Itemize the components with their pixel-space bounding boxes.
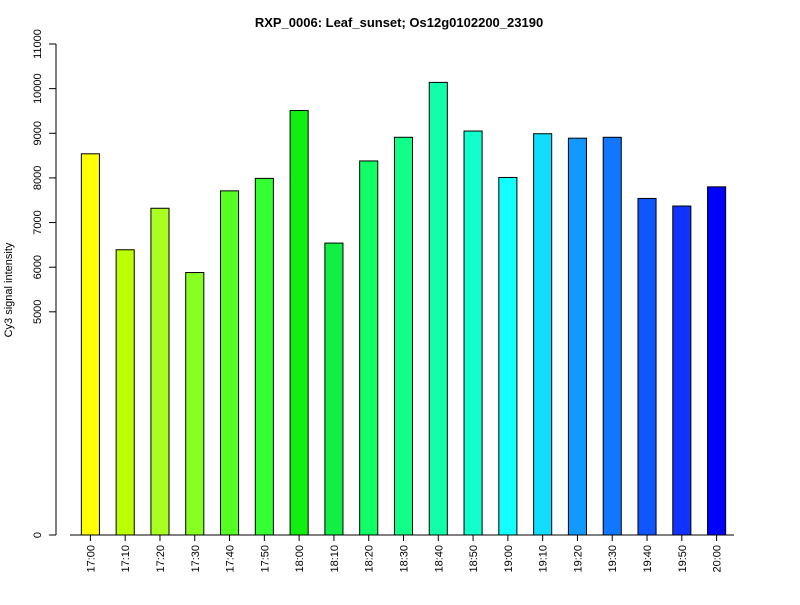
x-axis: 17:00 17:10 17:20 17:30 17:40 17:50 18:00 18:10… <box>70 534 734 573</box>
y-tick-label: 8000 <box>32 166 44 190</box>
bar <box>393 136 414 536</box>
x-tick-label: 17:00 <box>85 545 97 573</box>
bar <box>498 176 518 536</box>
x-tick-label: 18:20 <box>364 545 376 573</box>
x-tick-label: 18:40 <box>433 545 445 573</box>
bar <box>707 186 727 536</box>
bar <box>185 272 205 536</box>
bar <box>672 205 692 536</box>
bar <box>150 207 170 536</box>
y-tick-label: 11000 <box>32 29 44 59</box>
bar <box>463 130 483 536</box>
bar <box>602 136 622 536</box>
x-tick-label: 20:00 <box>712 545 724 573</box>
x-tick-label: 17:20 <box>155 545 167 573</box>
x-tick-label: 19:50 <box>677 545 689 573</box>
bar <box>115 249 135 536</box>
y-tick-label: 10000 <box>32 73 44 104</box>
bar <box>533 133 553 536</box>
y-tick-label: 9000 <box>32 121 44 145</box>
chart-title: RXP_0006: Leaf_sunset; Os12g0102200_2319… <box>255 15 543 30</box>
x-tick-label: 19:40 <box>642 545 654 573</box>
x-tick-label: 18:30 <box>399 545 411 573</box>
x-tick-label: 18:50 <box>468 545 480 573</box>
bar <box>254 177 274 536</box>
x-tick-label: 18:10 <box>329 545 341 573</box>
y-tick-label: 5000 <box>32 300 44 324</box>
x-tick-label: 17:50 <box>259 545 271 573</box>
x-tick-label: 19:20 <box>572 545 584 573</box>
bar <box>324 242 344 536</box>
x-tick-label: 17:30 <box>190 545 202 573</box>
x-tick-label: 17:10 <box>120 545 132 573</box>
x-tick-label: 19:30 <box>607 545 619 573</box>
x-tick-label: 17:40 <box>225 545 237 573</box>
bar <box>289 110 309 536</box>
bar <box>220 190 240 536</box>
y-tick-label: 6000 <box>32 255 44 279</box>
bar <box>359 160 379 536</box>
bar <box>637 197 657 536</box>
bar <box>80 153 100 536</box>
bar <box>567 137 587 536</box>
x-tick-label: 19:10 <box>538 545 550 573</box>
y-axis-label: Cy3 signal intensity <box>3 242 15 337</box>
y-axis: 0 5000 6000 7000 8000 9000 10000 11000 <box>32 29 57 538</box>
y-tick-label: 0 <box>32 532 44 538</box>
x-tick-label: 19:00 <box>503 545 515 573</box>
bar <box>428 81 448 536</box>
y-tick-label: 7000 <box>32 210 44 234</box>
x-tick-label: 18:00 <box>294 545 306 573</box>
bars-group <box>80 81 727 536</box>
